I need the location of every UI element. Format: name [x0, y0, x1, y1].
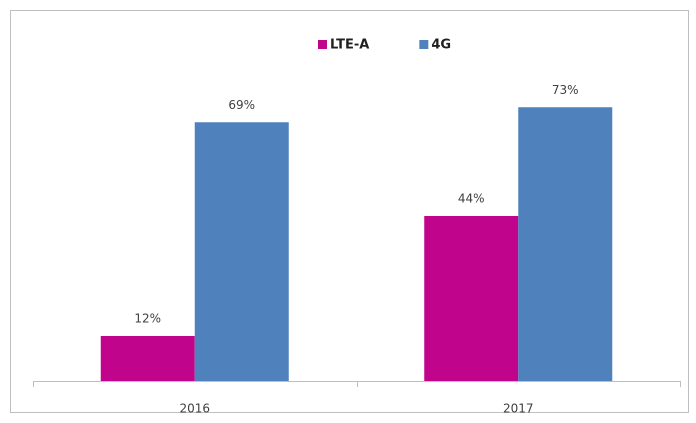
data-label: 69%: [228, 98, 255, 112]
data-label: 73%: [552, 83, 579, 97]
x-tick-label: 2017: [503, 402, 534, 416]
bar: [100, 336, 195, 381]
x-tick-label: 2016: [179, 402, 210, 416]
legend-swatch: [419, 40, 429, 49]
bar: [194, 122, 289, 381]
legend-swatch: [318, 40, 327, 49]
legend-label: 4G: [431, 38, 451, 53]
data-label: 12%: [134, 312, 161, 326]
data-label: 44%: [458, 192, 485, 206]
legend-label: LTE-A: [330, 38, 369, 53]
bar: [518, 107, 613, 381]
bar: [424, 216, 519, 381]
